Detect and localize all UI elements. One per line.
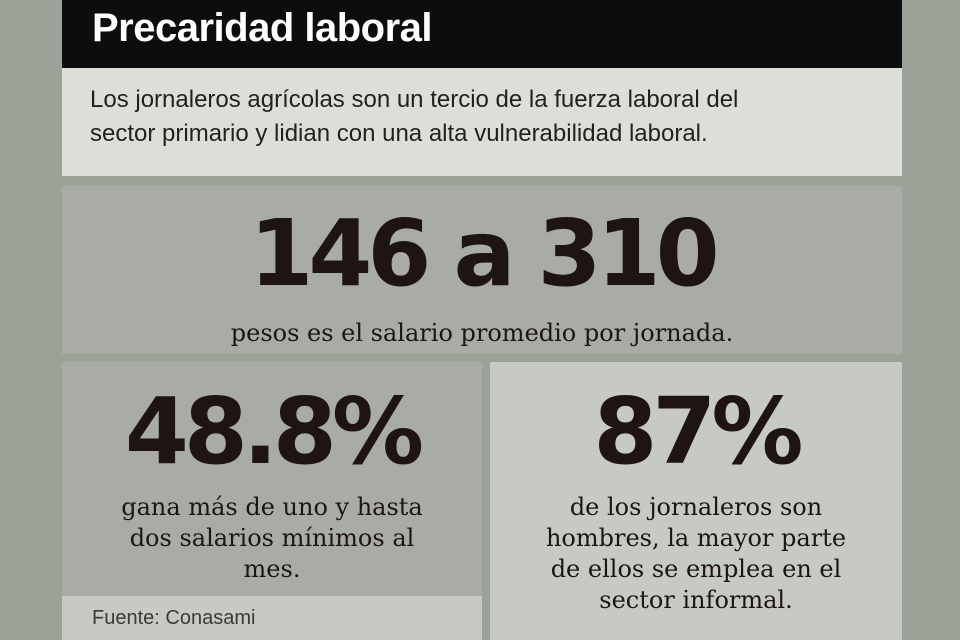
intro-line: Los jornaleros agrícolas son un tercio d…	[90, 86, 739, 113]
intro-line: sector primario y lidian con una alta vu…	[90, 120, 708, 147]
wage-panel: 48.8% gana más de uno y hasta dos salari…	[62, 362, 482, 640]
men-figure: 87%	[593, 378, 803, 485]
caption-line: hombres, la mayor parte	[545, 524, 847, 552]
intro-panel: Los jornaleros agrícolas son un tercio d…	[62, 68, 902, 176]
title: Precaridad laboral	[92, 6, 433, 50]
caption-line: mes.	[243, 555, 301, 583]
wage-figure: 48.8%	[124, 378, 424, 485]
caption-line: dos salarios mínimos al	[129, 524, 415, 552]
men-panel: 87% de los jornaleros son hombres, la ma…	[490, 362, 902, 640]
caption-line: gana más de uno y hasta	[121, 493, 423, 521]
salary-figure: 146 a 310	[249, 200, 719, 307]
caption-line: de los jornaleros son	[569, 493, 823, 521]
caption-line: sector informal.	[599, 586, 793, 614]
salary-panel: 146 a 310 pesos es el salario promedio p…	[62, 186, 902, 354]
caption-line: de ellos se emplea en el	[550, 555, 842, 583]
source: Fuente: Conasami	[62, 596, 482, 640]
title-bar: Precaridad laboral	[62, 0, 902, 68]
men-caption: de los jornaleros son hombres, la mayor …	[490, 492, 902, 616]
wage-caption: gana más de uno y hasta dos salarios mín…	[62, 492, 482, 585]
salary-caption: pesos es el salario promedio por jornada…	[230, 319, 734, 347]
